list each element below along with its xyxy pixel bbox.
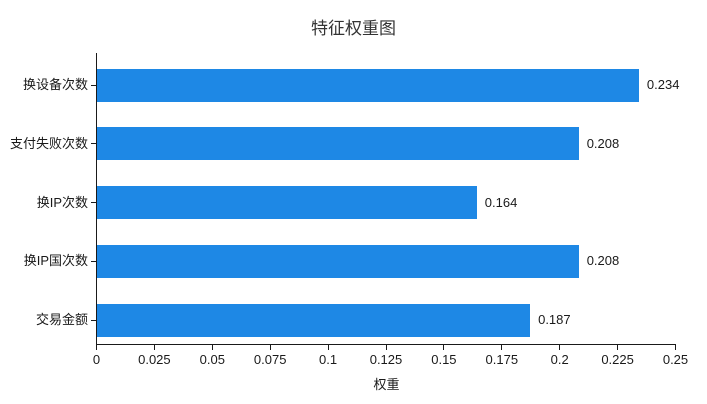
x-tick-mark: [443, 345, 445, 350]
x-axis-label: 权重: [373, 377, 400, 392]
x-tick-mark: [96, 345, 97, 350]
y-axis-line: [96, 53, 97, 345]
x-tick-mark: [559, 345, 561, 350]
x-axis-line: [96, 344, 676, 345]
x-tick-mark: [675, 345, 676, 350]
bar-value-label: 0.208: [586, 135, 620, 151]
x-tick-label: 0.175: [485, 352, 519, 367]
x-tick-label: 0.2: [550, 352, 569, 367]
y-category-label: 换IP次数: [36, 194, 88, 210]
y-tick-mark: [91, 143, 96, 145]
y-tick-mark: [91, 202, 96, 204]
x-tick-label: 0.075: [253, 352, 287, 367]
x-tick-mark: [269, 345, 271, 350]
chart-title: 特征权重图: [311, 19, 396, 38]
y-category-label: 交易金额: [35, 312, 88, 328]
y-category-label: 换设备次数: [22, 77, 88, 92]
x-tick-mark: [211, 345, 213, 350]
x-tick-label: 0.15: [431, 352, 457, 367]
x-tick-label: 0: [92, 352, 101, 367]
y-tick-mark: [91, 84, 96, 86]
x-tick-label: 0.25: [662, 352, 689, 367]
x-tick-mark: [501, 345, 503, 350]
y-category-label: 换IP国次数: [23, 253, 88, 269]
x-tick-label: 0.05: [199, 352, 225, 367]
y-category-label: 支付失败次数: [9, 135, 88, 151]
x-tick-mark: [617, 345, 619, 350]
x-tick-label: 0.025: [138, 352, 171, 367]
y-tick-mark: [91, 319, 96, 321]
bar-4: [97, 303, 531, 337]
bar-value-label: 0.234: [646, 77, 680, 92]
bar-3: [97, 244, 579, 278]
x-tick-mark: [385, 345, 387, 350]
x-tick-label: 0.125: [369, 352, 403, 367]
x-tick-label: 0.225: [601, 352, 634, 367]
x-tick-mark: [327, 345, 329, 350]
bar-2: [97, 186, 477, 220]
bar-value-label: 0.187: [538, 312, 571, 328]
x-tick-label: 0.1: [319, 352, 338, 367]
bar-0: [97, 68, 639, 102]
bar-value-label: 0.208: [586, 253, 620, 269]
bar-1: [97, 127, 579, 161]
bar-value-label: 0.164: [484, 194, 518, 210]
y-tick-mark: [91, 260, 96, 262]
x-tick-mark: [153, 345, 155, 350]
